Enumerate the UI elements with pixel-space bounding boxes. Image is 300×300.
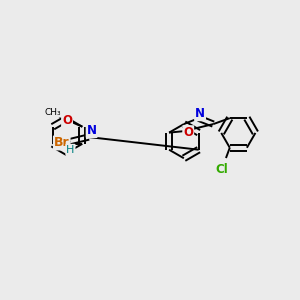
Text: O: O xyxy=(183,126,193,139)
Text: O: O xyxy=(62,114,72,127)
Text: CH₃: CH₃ xyxy=(45,108,62,117)
Text: Br: Br xyxy=(54,136,70,149)
Text: Cl: Cl xyxy=(216,163,229,176)
Text: N: N xyxy=(87,124,97,137)
Text: H: H xyxy=(66,145,75,155)
Text: N: N xyxy=(195,107,205,120)
